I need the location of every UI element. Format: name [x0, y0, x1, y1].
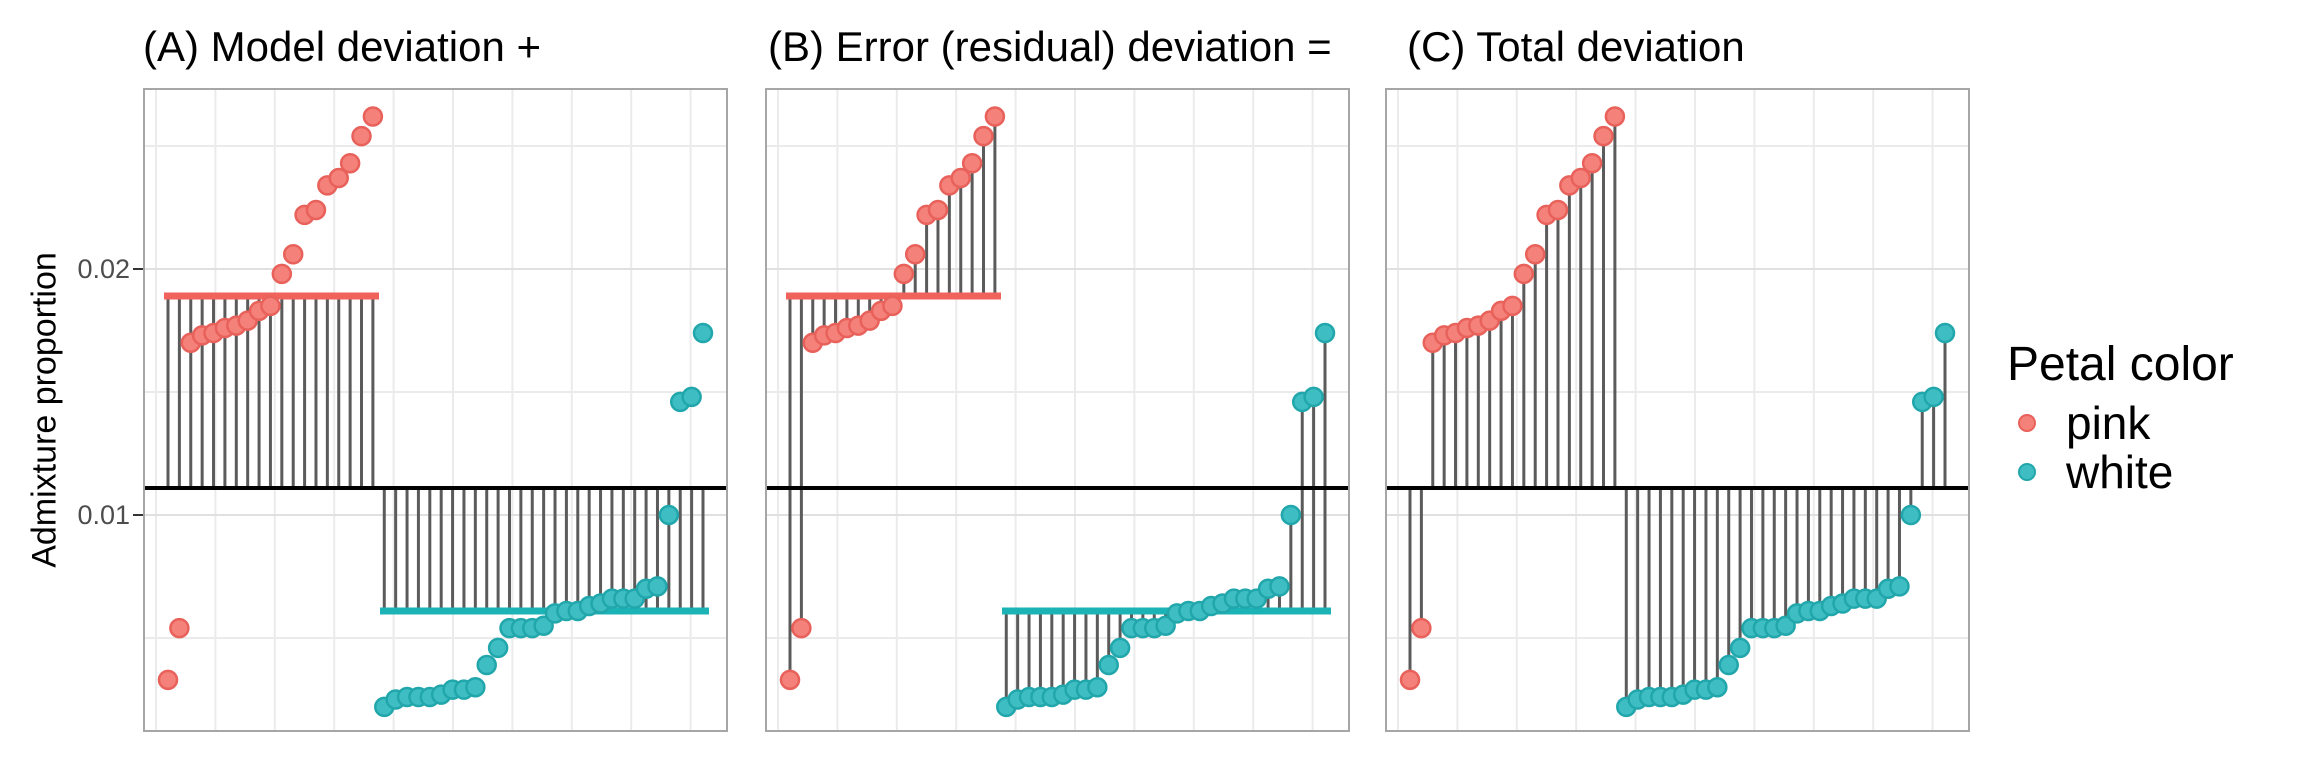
data-point-white: [1934, 322, 1956, 344]
data-point-pink: [984, 106, 1006, 127]
data-point-pink: [1547, 199, 1569, 221]
panel-a-plot: [143, 88, 728, 732]
data-point-white: [1303, 386, 1324, 408]
data-point-pink: [1581, 152, 1603, 174]
y-tick-label-0-02: 0.02: [77, 254, 130, 284]
data-point-pink: [1570, 167, 1591, 189]
y-tick-mark: [133, 514, 143, 516]
panel-border: [143, 88, 728, 732]
legend: Petal color pink white: [2007, 337, 2234, 496]
data-point-pink: [271, 263, 293, 285]
data-point-pink: [791, 617, 812, 639]
data-point-white: [533, 615, 554, 636]
data-point-white: [1923, 386, 1944, 408]
data-point-white: [1729, 637, 1751, 659]
data-point-pink: [362, 106, 384, 127]
data-point-pink: [282, 243, 304, 265]
data-point-pink: [882, 295, 903, 317]
data-point-white: [658, 504, 680, 526]
data-point-pink: [1524, 243, 1546, 265]
data-point-pink: [1399, 669, 1421, 691]
y-tick-label-0-01: 0.01: [77, 500, 130, 530]
data-point-white: [1155, 615, 1176, 636]
white-dot-icon: [2018, 463, 2036, 481]
data-point-white: [1775, 615, 1796, 636]
legend-label-pink: pink: [2066, 397, 2151, 449]
data-point-pink: [1593, 125, 1614, 147]
panel-border: [765, 88, 1350, 732]
data-point-white: [1109, 637, 1131, 659]
data-point-white: [487, 637, 509, 659]
data-point-pink: [157, 669, 179, 691]
data-point-pink: [169, 617, 190, 639]
panel-b-plot: [765, 88, 1350, 732]
data-point-white: [647, 576, 668, 597]
data-point-pink: [351, 125, 372, 147]
data-point-white: [1707, 676, 1728, 698]
data-point-pink: [950, 167, 971, 189]
data-point-pink: [260, 295, 281, 317]
data-point-white: [681, 386, 702, 408]
pink-dot-icon: [2018, 414, 2036, 432]
data-point-white: [1269, 576, 1290, 597]
data-point-white: [1280, 504, 1302, 526]
data-point-white: [465, 676, 486, 698]
data-point-pink: [904, 243, 926, 265]
data-point-pink: [893, 263, 915, 285]
data-point-pink: [927, 199, 949, 221]
data-point-white: [1718, 654, 1739, 676]
legend-label-white: white: [2066, 446, 2174, 498]
panel-b-title: (B) Error (residual) deviation =: [768, 23, 1332, 70]
data-point-pink: [305, 199, 327, 221]
data-point-pink: [1411, 617, 1432, 639]
panel-background: [1385, 88, 1970, 732]
data-point-pink: [1513, 263, 1535, 285]
data-point-pink: [779, 669, 801, 691]
data-point-pink: [1502, 295, 1523, 317]
data-point-pink: [973, 125, 994, 147]
panel-a-title: (A) Model deviation +: [143, 23, 542, 70]
data-point-white: [1900, 504, 1922, 526]
data-point-pink: [1604, 106, 1626, 127]
data-point-white: [1889, 576, 1910, 597]
panel-background: [143, 88, 728, 732]
panel-background: [765, 88, 1350, 732]
legend-title: Petal color: [2007, 338, 2234, 391]
data-point-white: [1098, 654, 1119, 676]
panel-border: [1385, 88, 1970, 732]
panel-c-plot: [1385, 88, 1970, 732]
panel-c-title: (C) Total deviation: [1407, 23, 1745, 70]
data-point-pink: [339, 152, 361, 174]
data-point-pink: [328, 167, 349, 189]
data-point-white: [1087, 676, 1108, 698]
data-point-white: [476, 654, 497, 676]
y-tick-mark: [133, 268, 143, 270]
data-point-pink: [961, 152, 983, 174]
data-point-white: [692, 322, 714, 344]
data-point-white: [1314, 322, 1336, 344]
